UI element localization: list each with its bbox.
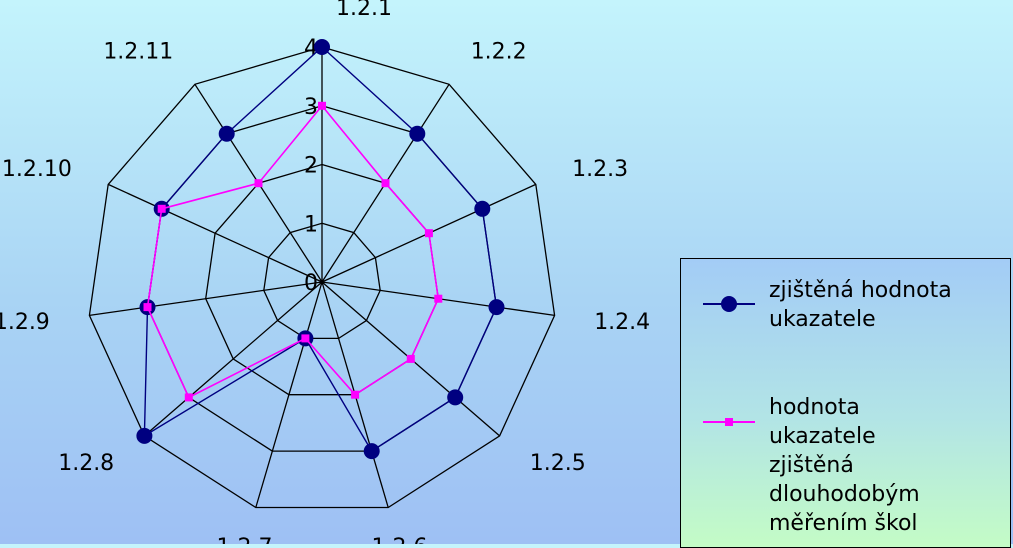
axis-spoke-10 bbox=[107, 183, 323, 283]
series-2-point-1.2.9 bbox=[143, 303, 152, 312]
series-2-point-1.2.4 bbox=[434, 294, 443, 303]
category-label: 1.2.3 bbox=[572, 157, 628, 182]
category-label: 1.2.11 bbox=[103, 40, 173, 65]
series-2-point-1.2.6 bbox=[351, 390, 360, 399]
radial-tick-label: 2 bbox=[304, 154, 318, 179]
series-1-point-1.2.3 bbox=[474, 200, 491, 217]
series-2-point-1.2.11 bbox=[254, 179, 263, 188]
series-1-point-1.2.8 bbox=[136, 427, 153, 444]
axis-spoke-8 bbox=[143, 281, 323, 437]
category-label: 1.2.2 bbox=[471, 40, 527, 65]
grid-ring-4 bbox=[88, 46, 556, 509]
category-label: 1.2.6 bbox=[372, 535, 428, 544]
series-1-point-1.2.6 bbox=[363, 443, 380, 460]
series-1-point-1.2.11 bbox=[218, 125, 235, 142]
legend-label-series-2: hodnota ukazatele zjištěná dlouhodobým m… bbox=[769, 395, 920, 536]
category-label: 1.2.9 bbox=[0, 310, 50, 335]
series-1-point-1.2.1 bbox=[314, 39, 330, 55]
series-line-1 bbox=[143, 46, 498, 453]
radial-tick-label: 0 bbox=[304, 271, 318, 296]
series-2-point-1.2.10 bbox=[157, 204, 166, 213]
series-2-point-1.2.3 bbox=[424, 229, 433, 238]
category-label: 1.2.5 bbox=[530, 451, 586, 476]
legend-symbol-series-2 bbox=[703, 418, 755, 426]
category-label: 1.2.10 bbox=[2, 157, 72, 182]
axis-spoke-7 bbox=[255, 281, 323, 508]
series-2-point-1.2.1 bbox=[318, 101, 326, 110]
legend-symbol-series-1 bbox=[703, 296, 755, 312]
category-label: 1.2.8 bbox=[58, 451, 114, 476]
series-1-point-1.2.2 bbox=[409, 125, 426, 142]
series-2-point-1.2.2 bbox=[381, 179, 390, 188]
category-label: 1.2.7 bbox=[217, 535, 273, 544]
series-line-2 bbox=[146, 104, 440, 399]
radial-tick-label: 1 bbox=[304, 212, 318, 237]
category-label: 1.2.4 bbox=[594, 310, 650, 335]
grid-ring-1 bbox=[263, 222, 381, 340]
series-1-point-1.2.5 bbox=[447, 389, 464, 406]
category-label: 1.2.1 bbox=[336, 0, 392, 21]
series-1-point-1.2.4 bbox=[488, 299, 505, 316]
series-2-point-1.2.8 bbox=[184, 393, 193, 402]
legend-label-series-1: zjištěná hodnota ukazatele bbox=[769, 278, 952, 332]
axis-spoke-9 bbox=[89, 281, 323, 317]
chart-legend: zjištěná hodnota ukazatele hodnota ukaza… bbox=[680, 258, 1011, 548]
series-2-point-1.2.5 bbox=[406, 354, 415, 363]
series-2-point-1.2.7 bbox=[301, 334, 310, 343]
radial-tick-label: 3 bbox=[304, 95, 318, 120]
